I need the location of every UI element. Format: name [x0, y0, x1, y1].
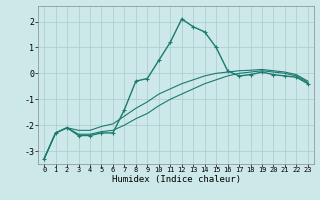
X-axis label: Humidex (Indice chaleur): Humidex (Indice chaleur): [111, 175, 241, 184]
